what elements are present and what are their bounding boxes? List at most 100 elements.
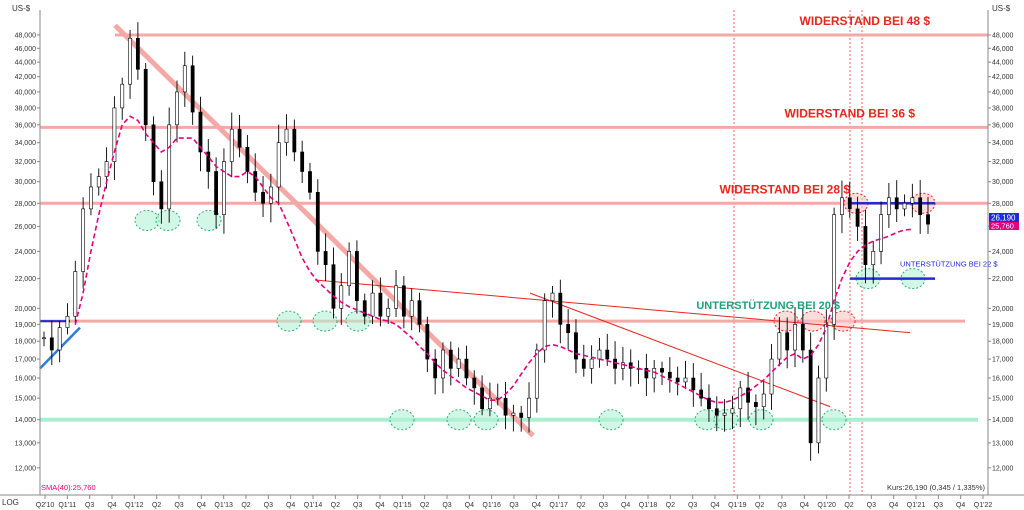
x-tick-label: Q4 [800, 502, 809, 509]
candle-body [808, 349, 813, 444]
candle-body [746, 387, 750, 403]
support-touch-marker [134, 209, 160, 231]
candle-body [378, 292, 383, 317]
candle-body [49, 337, 54, 351]
touch-markers [134, 192, 936, 431]
y-tick-label-right: 34,000 [992, 140, 1014, 147]
currency-label-right: US-$ [992, 4, 1011, 13]
candle-body [918, 197, 923, 215]
candle-body [300, 151, 305, 172]
y-tick-label-left: 32,000 [15, 159, 37, 166]
x-tick-label: Q4 [889, 502, 898, 509]
candle-body [785, 332, 790, 351]
y-tick-label-right: 22,000 [992, 276, 1014, 283]
candle-body [855, 208, 860, 227]
candle-body [292, 128, 297, 153]
level-label: UNTERSTÜTZUNG BEI 20 $ [696, 299, 840, 312]
candle-body [511, 412, 516, 416]
candle-body [816, 377, 821, 444]
candle-body [566, 324, 571, 333]
y-tick-label-right: 13,000 [992, 440, 1014, 447]
x-tick-label: Q1'12 [125, 502, 144, 509]
candle-body [370, 292, 375, 317]
x-tick-label: Q3 [353, 502, 362, 509]
sma-price-text: 25,760 [991, 222, 1014, 231]
x-tick-label: Q2 [666, 502, 675, 509]
y-tick-label-left: 19,000 [15, 322, 37, 329]
x-tick-label: Q3 [688, 502, 697, 509]
y-tick-label-left: 46,000 [15, 46, 37, 53]
y-tick-label-right: 32,000 [992, 159, 1014, 166]
resistance-touch-marker [773, 310, 799, 332]
candle-body [667, 371, 672, 379]
y-tick-label-left: 28,000 [15, 201, 37, 208]
support-touch-marker [155, 209, 181, 231]
candle-body [112, 107, 117, 162]
candle-body [206, 151, 211, 172]
candle-body [871, 251, 876, 266]
candle-body [448, 349, 453, 369]
candle-body [331, 264, 336, 309]
candle-body [401, 285, 406, 317]
candle-body [190, 65, 195, 113]
candle-body [253, 171, 258, 193]
x-tick-label: Q1'11 [58, 502, 76, 509]
y-tick-label-right: 19,000 [992, 322, 1014, 329]
support-touch-marker [748, 409, 774, 431]
y-tick-label-left: 36,000 [15, 122, 37, 129]
x-tick-label: Q3 [264, 502, 273, 509]
x-tick-label: Q3 [777, 502, 786, 509]
x-tick-label: Q1'15 [393, 502, 412, 509]
candle-body [276, 142, 281, 188]
candle-body [894, 197, 899, 210]
y-tick-label-right: 48,000 [992, 32, 1014, 39]
x-tick-label: Q2'10 [36, 502, 55, 509]
candle-body [558, 292, 563, 325]
candle-body [605, 349, 610, 360]
last-price-badge: 26,190 25,760 [989, 213, 1019, 231]
x-tick-label: Q4 [375, 502, 384, 509]
candle-body [73, 271, 78, 317]
candle-body [409, 300, 414, 317]
x-tick-label: Q2 [420, 502, 429, 509]
support-touch-marker [446, 409, 472, 431]
x-tick-label: Q4 [286, 502, 295, 509]
candle-body [96, 176, 101, 188]
candle-body [198, 111, 203, 153]
candle-body [308, 171, 312, 193]
candle-body [128, 37, 132, 85]
sma-price-box [989, 222, 1019, 230]
candle-body [628, 362, 633, 369]
y-tick-label-left: 24,000 [15, 249, 37, 256]
candle-body [480, 387, 484, 410]
candle-body [89, 186, 93, 210]
candle-body [362, 300, 367, 317]
candle-body [660, 368, 664, 373]
y-tick-label-left: 30,000 [15, 179, 37, 186]
y-tick-label-left: 40,000 [15, 89, 37, 96]
x-tick-label: Q3 [867, 502, 876, 509]
candle-body [42, 337, 46, 340]
y-tick-label-right: 15,000 [992, 396, 1014, 403]
candle-body [527, 397, 531, 418]
candle-body [910, 197, 915, 204]
candle-body [644, 368, 649, 379]
y-tick-label-left: 22,000 [15, 276, 37, 283]
level-label: WIDERSTAND BEI 48 $ [800, 14, 931, 28]
level-label: WIDERSTAND BEI 36 $ [785, 106, 916, 120]
candle-body [488, 397, 492, 410]
x-tick-label: Q1'21 [907, 502, 926, 509]
x-tick-label: Q3 [174, 502, 183, 509]
indicator-label: SMA(40):25,760 [41, 483, 96, 492]
candle-body [847, 197, 852, 210]
y-tick-label-left: 14,000 [15, 417, 37, 424]
x-tick-label: Q1'18 [639, 502, 658, 509]
candle-body [824, 324, 829, 379]
y-tick-label-right: 16,000 [992, 376, 1014, 383]
x-tick-label: Q2 [241, 502, 250, 509]
candle-body [879, 214, 883, 252]
candle-body [315, 192, 320, 252]
candle-body [65, 315, 70, 328]
candle-body [417, 300, 422, 325]
